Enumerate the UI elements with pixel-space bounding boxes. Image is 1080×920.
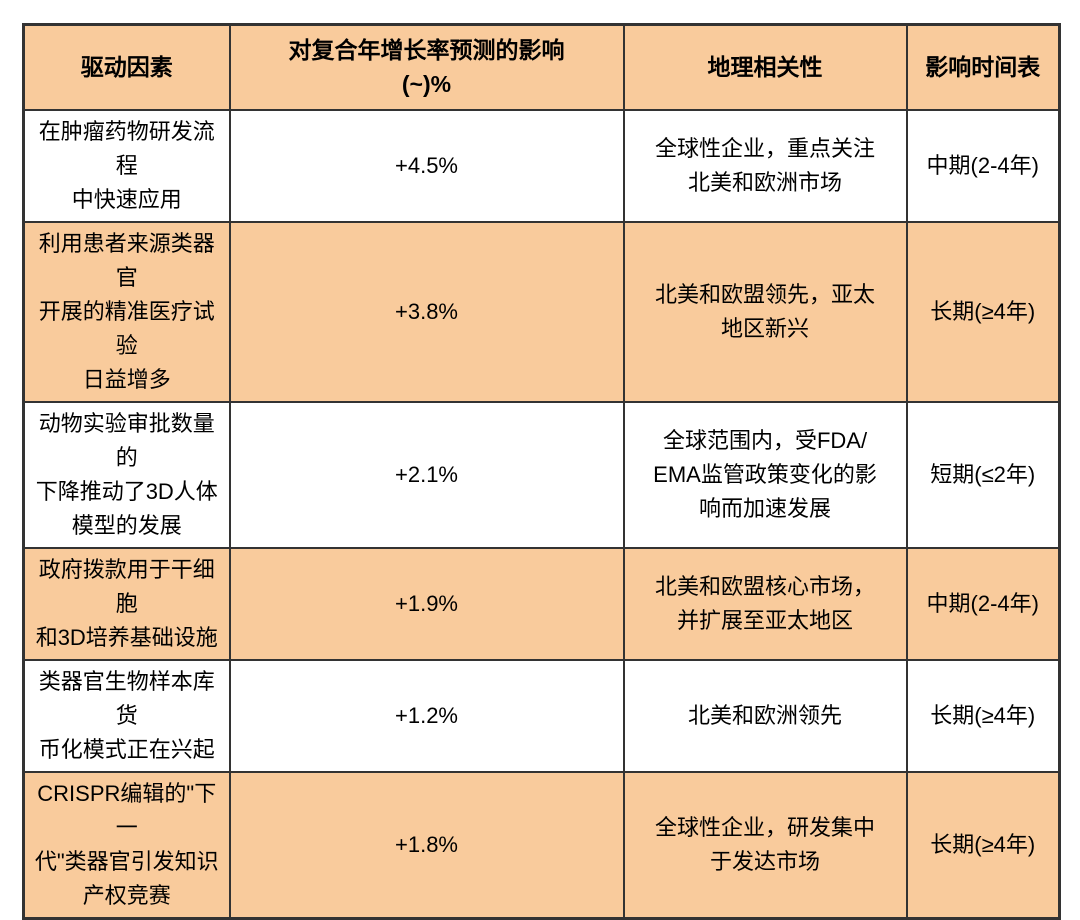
impact-cell: +1.9% xyxy=(228,546,625,661)
geography-cell: 全球性企业，重点关注 北美和欧洲市场 xyxy=(622,108,908,223)
timeline-cell: 长期(≥4年) xyxy=(905,220,1061,403)
table-row: 动物实验审批数量的 下降推动了3D人体 模型的发展 +2.1% 全球范围内，受FDA… xyxy=(22,400,1061,549)
driver-cell: 利用患者来源类器官 开展的精准医疗试验 日益增多 xyxy=(22,220,231,403)
impact-cell: +1.8% xyxy=(228,770,625,919)
impact-cell: +4.5% xyxy=(228,108,625,223)
table-row: 在肿瘤药物研发流程 中快速应用 +4.5% 全球性企业，重点关注 北美和欧洲市场 中期… xyxy=(22,108,1061,223)
timeline-cell: 中期(2-4年) xyxy=(905,546,1061,661)
driver-cell: 类器官生物样本库货 币化模式正在兴起 xyxy=(22,658,231,773)
geography-cell: 北美和欧盟核心市场， 并扩展至亚太地区 xyxy=(622,546,908,661)
table-container: 驱动因素 对复合年增长率预测的影响 (~)% 地理相关性 影响时间表 在肿瘤药物… xyxy=(22,23,1061,920)
table-body: 在肿瘤药物研发流程 中快速应用 +4.5% 全球性企业，重点关注 北美和欧洲市场 中期… xyxy=(22,108,1061,919)
header-row: 驱动因素 对复合年增长率预测的影响 (~)% 地理相关性 影响时间表 xyxy=(22,23,1061,111)
header-cell-impact: 对复合年增长率预测的影响 (~)% xyxy=(228,23,625,111)
impact-cell: +3.8% xyxy=(228,220,625,403)
header-cell-driver: 驱动因素 xyxy=(22,23,231,111)
geography-cell: 北美和欧盟领先，亚太 地区新兴 xyxy=(622,220,908,403)
header-cell-geography: 地理相关性 xyxy=(622,23,908,111)
geography-cell: 全球性企业，研发集中 于发达市场 xyxy=(622,770,908,919)
geography-cell: 全球范围内，受FDA/ EMA监管政策变化的影 响而加速发展 xyxy=(622,400,908,549)
drivers-table: 驱动因素 对复合年增长率预测的影响 (~)% 地理相关性 影响时间表 在肿瘤药物… xyxy=(22,23,1061,920)
timeline-cell: 长期(≥4年) xyxy=(905,770,1061,919)
driver-cell: 政府拨款用于干细胞 和3D培养基础设施 xyxy=(22,546,231,661)
table-row: 利用患者来源类器官 开展的精准医疗试验 日益增多 +3.8% 北美和欧盟领先，亚太 … xyxy=(22,220,1061,403)
driver-cell: 在肿瘤药物研发流程 中快速应用 xyxy=(22,108,231,223)
timeline-cell: 中期(2-4年) xyxy=(905,108,1061,223)
timeline-cell: 短期(≤2年) xyxy=(905,400,1061,549)
timeline-cell: 长期(≥4年) xyxy=(905,658,1061,773)
impact-cell: +2.1% xyxy=(228,400,625,549)
page: 驱动因素 对复合年增长率预测的影响 (~)% 地理相关性 影响时间表 在肿瘤药物… xyxy=(22,23,1061,920)
table-row: 政府拨款用于干细胞 和3D培养基础设施 +1.9% 北美和欧盟核心市场， 并扩展至亚… xyxy=(22,546,1061,661)
table-row: CRISPR编辑的"下一 代"类器官引发知识 产权竞赛 +1.8% 全球性企业，研发… xyxy=(22,770,1061,919)
driver-cell: 动物实验审批数量的 下降推动了3D人体 模型的发展 xyxy=(22,400,231,549)
table-row: 类器官生物样本库货 币化模式正在兴起 +1.2% 北美和欧洲领先 长期(≥4年) xyxy=(22,658,1061,773)
driver-cell: CRISPR编辑的"下一 代"类器官引发知识 产权竞赛 xyxy=(22,770,231,919)
impact-cell: +1.2% xyxy=(228,658,625,773)
header-cell-timeline: 影响时间表 xyxy=(905,23,1061,111)
geography-cell: 北美和欧洲领先 xyxy=(622,658,908,773)
